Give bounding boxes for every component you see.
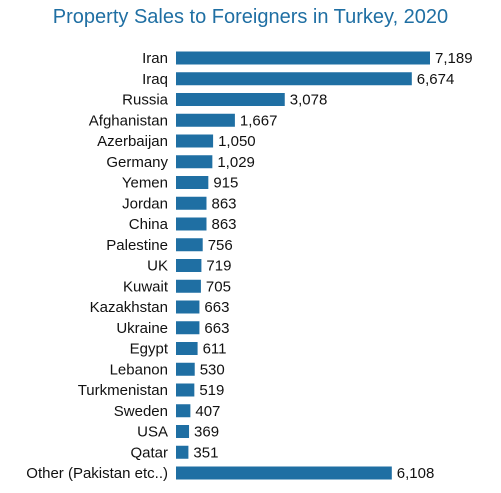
data-label: 519 [199,382,224,399]
bar [176,176,209,189]
bar [176,425,190,438]
data-label: 6,108 [397,465,435,482]
bar [176,466,392,480]
data-label: 705 [206,278,231,295]
bar [176,445,189,459]
data-label: 3,078 [290,92,328,109]
data-label: 863 [211,195,236,212]
data-label: 863 [211,216,236,233]
data-label: 1,667 [240,112,278,129]
bar [176,93,285,106]
bar [176,362,195,376]
data-label: 407 [195,403,220,420]
category-label: Palestine [106,237,168,254]
bar [176,259,202,272]
bar [176,238,203,252]
category-label: Afghanistan [89,112,168,129]
data-label: 756 [208,237,233,254]
category-label: Kuwait [123,278,169,295]
bar [176,113,235,127]
category-label: Iran [142,50,168,67]
category-label: Jordan [122,195,168,212]
category-label: Egypt [130,341,169,358]
data-label: 719 [206,258,231,275]
data-label: 351 [193,444,218,461]
bar [176,300,200,314]
data-label: 1,029 [217,154,255,171]
data-label: 369 [194,424,219,441]
category-label: Sweden [114,403,168,420]
bar [176,217,207,231]
bar [176,342,198,355]
category-label: Turkmenistan [78,382,168,399]
category-label: Azerbaijan [97,133,168,150]
data-label: 530 [200,361,225,378]
bar [176,383,195,397]
category-label: Germany [106,154,168,171]
category-label: China [129,216,169,233]
data-label: 1,050 [218,133,256,150]
category-label: Iraq [142,71,168,88]
category-label: UK [147,258,168,275]
category-label: Lebanon [110,361,168,378]
category-label: Qatar [130,444,168,461]
category-label: Ukraine [116,320,168,337]
bar [176,321,200,335]
category-label: Russia [122,92,169,109]
bar [176,279,201,293]
data-label: 663 [204,299,229,316]
category-label: Other (Pakistan etc..) [26,465,168,482]
bars-layer: Iran 7,189 Iraq 6,674 Russia 3,078 Afghanistan… [26,50,472,482]
bar [176,51,430,65]
data-label: 611 [203,341,227,358]
bar [176,155,213,169]
category-label: Yemen [122,175,168,192]
bar [176,72,412,86]
chart-title: Property Sales to Foreigners in Turkey, … [52,6,449,28]
category-label: Kazakhstan [90,299,168,316]
data-label: 663 [204,320,229,337]
bar [176,404,191,418]
data-label: 6,674 [417,71,455,88]
bar [176,134,214,148]
data-label: 915 [213,175,238,192]
bar [176,196,207,210]
category-label: USA [137,424,168,441]
data-label: 7,189 [435,50,473,67]
